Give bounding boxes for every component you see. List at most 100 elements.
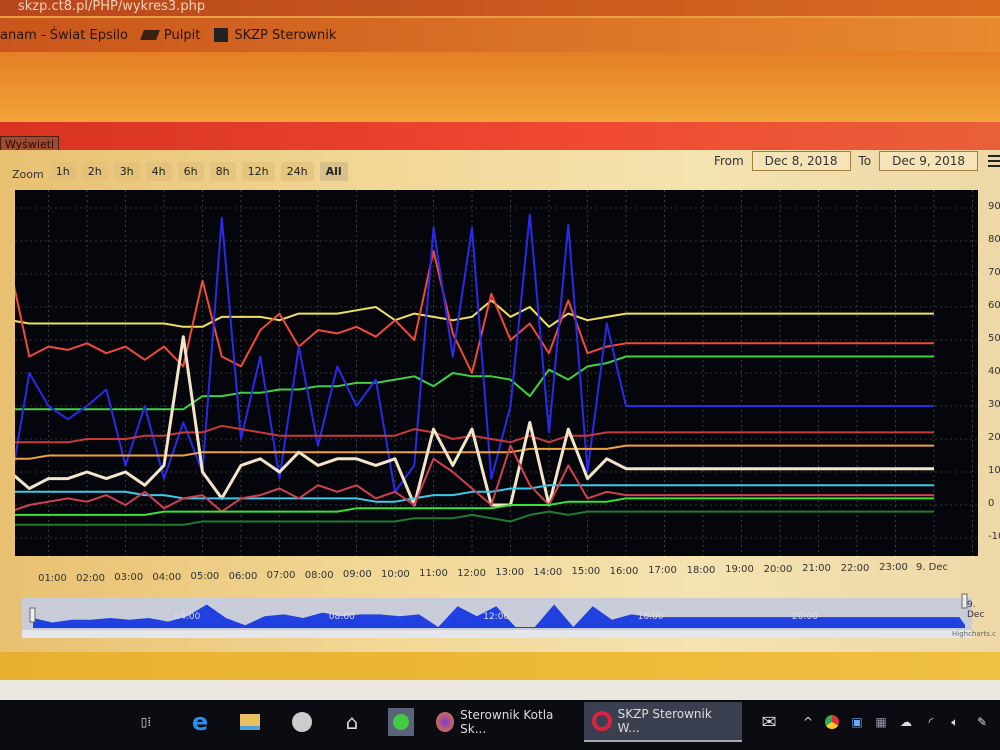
series-line-4[interactable]: [10, 213, 934, 493]
zoom-6h-button[interactable]: 6h: [177, 162, 204, 181]
chart[interactable]: [0, 0, 1000, 700]
navigator-left-handle[interactable]: [29, 607, 36, 623]
webcam-icon[interactable]: [288, 702, 316, 742]
taskbar-app-opera[interactable]: SKZP Sterownik W...: [584, 702, 742, 742]
x-tick-label: 17:00: [648, 565, 677, 576]
x-tick-label: 02:00: [76, 572, 106, 584]
zoom-24h-button[interactable]: 24h: [280, 162, 314, 181]
cloud-icon[interactable]: ☁: [900, 715, 912, 729]
date-range: From Dec 8, 2018 To Dec 9, 2018: [714, 151, 978, 171]
y-tick-label: 90: [988, 201, 1000, 212]
zoom-1h-button[interactable]: 1h: [49, 162, 76, 181]
x-tick-label: 9. Dec: [915, 561, 949, 573]
from-label: From: [713, 154, 744, 168]
scrollbar[interactable]: [22, 630, 972, 638]
series-line-3[interactable]: [10, 355, 934, 411]
chevron-up-icon[interactable]: ^: [802, 715, 814, 729]
x-tick-label: 15:00: [571, 566, 601, 577]
x-tick-label: 08:00: [304, 569, 334, 581]
series-line-7[interactable]: [10, 335, 934, 507]
navigator-area: [33, 604, 965, 628]
hamburger-icon[interactable]: [988, 155, 1000, 167]
series-line-9[interactable]: [10, 444, 934, 513]
app-label: Sterownik Kotla Sk...: [460, 708, 554, 736]
bookmark-label: anam - Świat Epsilo: [0, 27, 128, 43]
series-line-5[interactable]: [10, 424, 934, 444]
page-footer-band: [0, 652, 1000, 680]
bookmarks-bar: anam - Świat Epsilo Pulpit SKZP Sterowni…: [0, 18, 1000, 52]
bookmark-item[interactable]: anam - Świat Epsilo: [0, 28, 128, 43]
file-explorer-icon[interactable]: [236, 702, 264, 742]
zoom-8h-button[interactable]: 8h: [209, 162, 236, 181]
y-tick-label: -10: [988, 531, 1000, 542]
bookmark-label: Pulpit: [163, 27, 201, 43]
firefox-icon: [436, 712, 455, 732]
edge-icon[interactable]: e: [191, 708, 209, 736]
to-label: To: [858, 154, 872, 168]
page-header: [0, 52, 1000, 124]
y-tick-label: 40: [988, 366, 1000, 377]
to-date-input[interactable]: Dec 9, 2018: [879, 151, 978, 171]
y-tick-label: 50: [988, 333, 1000, 344]
x-tick-label: 22:00: [840, 562, 870, 574]
range-selector: Zoom 1h 2h 3h 4h 6h 8h 12h 24h All: [12, 162, 348, 181]
zoom-12h-button[interactable]: 12h: [241, 162, 275, 181]
address-bar[interactable]: skzp.ct8.pl/PHP/wykres3.php: [0, 0, 1000, 16]
zoom-all-button[interactable]: All: [319, 162, 348, 181]
network-app-icon[interactable]: ▣: [851, 715, 863, 729]
series-line-2[interactable]: [10, 249, 934, 374]
x-tick-label: 20:00: [763, 563, 793, 575]
x-tick-label: 09:00: [342, 569, 372, 580]
x-tick-label: 19:00: [725, 564, 754, 575]
from-date-input[interactable]: Dec 8, 2018: [751, 151, 851, 171]
series-line-10[interactable]: [10, 497, 934, 516]
navigator-label: 12:00: [483, 612, 510, 622]
navigator-right-handle[interactable]: [961, 593, 968, 609]
opera-icon: [592, 711, 612, 731]
highcharts-credit[interactable]: Highcharts.c: [952, 630, 997, 638]
y-tick-label: 20: [988, 432, 1000, 443]
taskbar-app-firefox[interactable]: Sterownik Kotla Sk...: [428, 702, 580, 742]
x-tick-label: 14:00: [533, 566, 563, 578]
pen-icon[interactable]: ✎: [976, 715, 988, 729]
navigator-label: 04:00: [174, 612, 201, 622]
app-label: SKZP Sterownik W...: [617, 707, 712, 735]
zoom-3h-button[interactable]: 3h: [113, 162, 140, 181]
chrome-icon[interactable]: [822, 702, 842, 742]
page-band: [0, 122, 1000, 150]
zoom-2h-button[interactable]: 2h: [81, 162, 108, 181]
series-line-11[interactable]: [10, 510, 934, 526]
navigator-label: 08:00: [328, 612, 355, 622]
series-line-6[interactable]: [10, 444, 934, 460]
x-tick-label: 03:00: [114, 572, 144, 583]
page-icon: [214, 28, 229, 42]
home-icon[interactable]: ⌂: [345, 710, 359, 734]
x-tick-label: 21:00: [802, 563, 831, 574]
volume-icon[interactable]: 🔈︎: [951, 714, 959, 729]
bookmark-item[interactable]: Pulpit: [140, 27, 201, 43]
x-tick-label: 23:00: [879, 562, 908, 573]
x-tick-label: 01:00: [38, 573, 67, 584]
task-view-icon[interactable]: ▯⁞: [140, 715, 152, 729]
whatsapp-icon[interactable]: [388, 708, 414, 736]
x-tick-label: 07:00: [266, 570, 296, 581]
wifi-icon[interactable]: ◜: [928, 715, 934, 729]
zoom-4h-button[interactable]: 4h: [145, 162, 172, 181]
x-tick-label: 11:00: [419, 568, 448, 579]
y-tick-label: 0: [988, 498, 995, 509]
mail-icon[interactable]: ✉: [761, 711, 777, 733]
navigator-label: 20:00: [792, 612, 818, 622]
x-tick-label: 05:00: [190, 571, 220, 582]
zoom-label: Zoom: [12, 168, 44, 181]
x-tick-label: 18:00: [686, 564, 716, 576]
navigator-series: [33, 604, 965, 628]
series-line-8[interactable]: [10, 484, 934, 503]
y-tick-label: 10: [988, 465, 1000, 476]
x-tick-label: 04:00: [152, 571, 182, 583]
page-footer: [0, 680, 1000, 700]
y-tick-label: 60: [988, 300, 1000, 311]
navigator-label: 9. Dec: [967, 600, 985, 620]
x-tick-label: 13:00: [495, 567, 525, 578]
bookmark-item[interactable]: SKZP Sterownik: [214, 28, 336, 43]
display-icon[interactable]: ▦: [875, 715, 887, 729]
